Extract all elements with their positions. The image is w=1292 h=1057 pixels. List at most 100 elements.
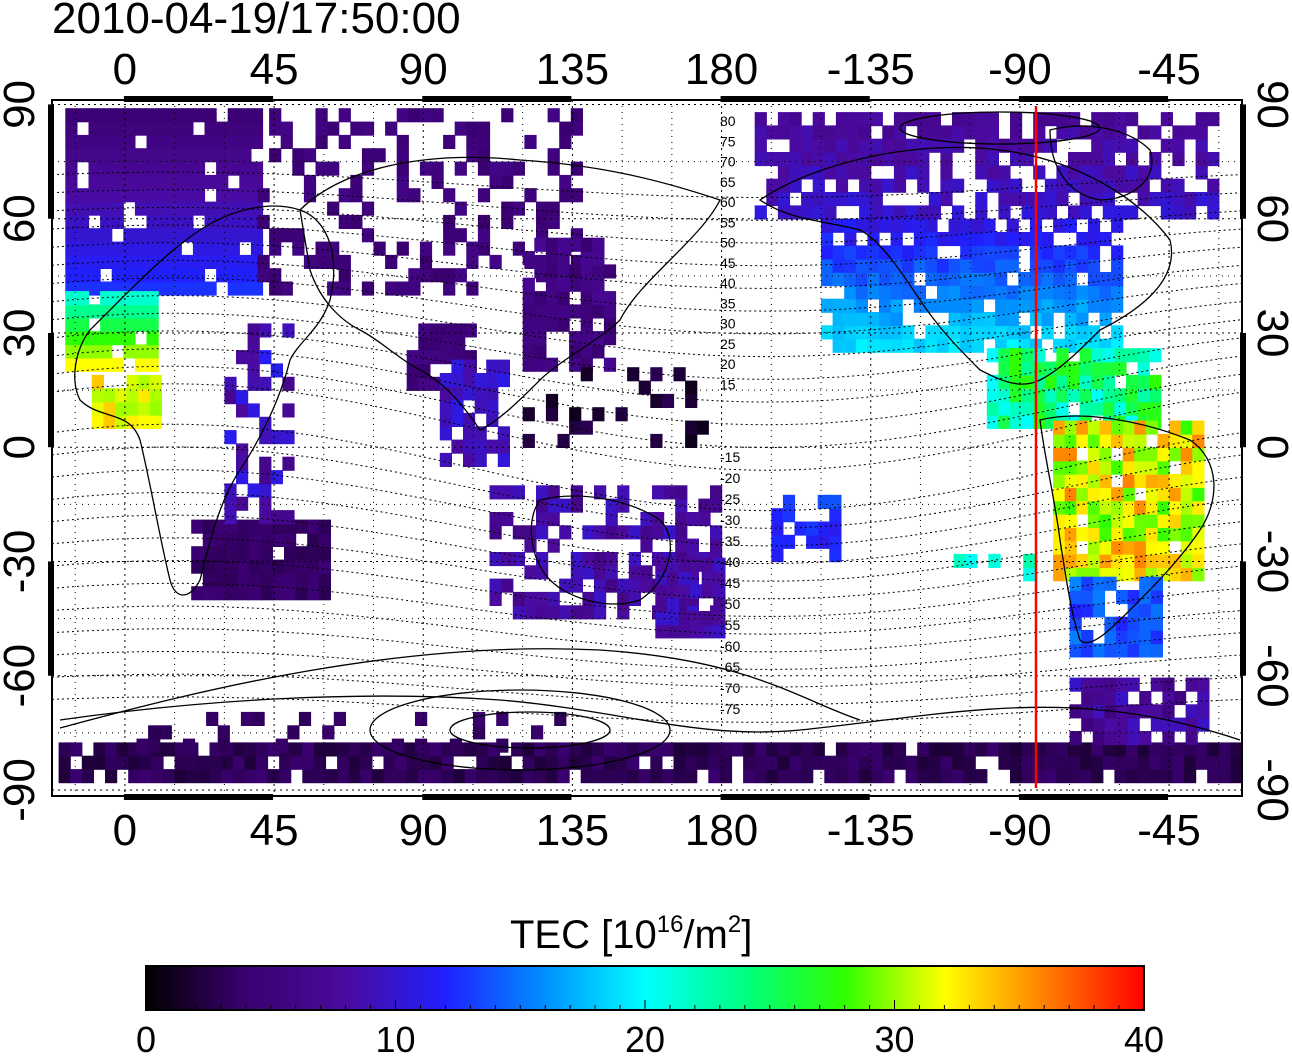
tec-cell (696, 742, 709, 757)
tec-cell (905, 769, 918, 784)
tec-cell (821, 258, 834, 273)
tec-cell (1091, 755, 1104, 770)
tec-cell (855, 312, 868, 327)
tec-cell (325, 742, 338, 757)
tec-cell (1064, 473, 1077, 488)
tec-cell (821, 232, 834, 247)
tec-cell (1041, 285, 1054, 300)
tec-cell (192, 228, 206, 243)
tec-cell (640, 538, 653, 553)
tec-cell (337, 742, 350, 757)
tec-cell (158, 214, 171, 229)
tec-cell (100, 254, 113, 269)
tec-cell (65, 268, 78, 283)
tec-cell (1126, 742, 1139, 757)
tec-cell (1076, 232, 1089, 247)
tec-cell (181, 228, 194, 243)
tec-cell (169, 174, 182, 189)
tec-cell (580, 317, 593, 332)
tec-cell (1068, 112, 1081, 127)
magnetic-latitude-label: -50 (720, 596, 740, 612)
tec-cell (111, 241, 124, 256)
tec-cell (146, 108, 159, 123)
tec-cell (870, 755, 883, 770)
tec-cell (603, 769, 617, 784)
tec-cell (1076, 285, 1089, 300)
tec-cell (1160, 178, 1173, 193)
tec-cell (592, 742, 605, 757)
tec-cell (522, 357, 535, 372)
tec-cell (1010, 192, 1023, 207)
tec-cell (292, 161, 305, 176)
magnetic-latitude-contours (52, 171, 1242, 723)
tec-cell (111, 161, 124, 176)
tec-cell (181, 174, 194, 189)
tec-cell (963, 755, 976, 770)
tec-cell (673, 769, 686, 784)
tec-cell (1114, 205, 1127, 220)
tec-cell (439, 426, 452, 441)
tec-cell (204, 134, 217, 149)
longitude-tick-label: 0 (113, 45, 137, 94)
tec-cell (859, 178, 872, 193)
tec-cell (867, 312, 880, 327)
tec-cell (239, 148, 252, 163)
tec-cell (971, 232, 984, 247)
tec-cell (236, 443, 249, 458)
tec-cell (673, 755, 686, 770)
tec-cell (192, 134, 206, 149)
tec-cell (1099, 553, 1112, 568)
tec-cell (998, 192, 1011, 207)
tec-cell (1218, 755, 1231, 770)
tec-cell (489, 552, 502, 567)
tec-cell (928, 755, 941, 770)
tec-cell (617, 578, 630, 593)
tec-cell (829, 494, 842, 509)
longitude-tick-label: -45 (1137, 806, 1201, 855)
tec-cell (76, 214, 90, 229)
tec-cell (879, 312, 892, 327)
tec-cell (719, 742, 733, 757)
frame-tick-bar (1018, 794, 1169, 800)
tec-cell (743, 742, 756, 757)
tec-cell (279, 755, 292, 770)
tec-cell (486, 386, 499, 401)
tec-cell (419, 268, 433, 283)
magnetic-latitude-label: 45 (720, 255, 736, 271)
tec-cell (65, 317, 78, 332)
tec-cell (146, 317, 159, 332)
tec-cell (216, 214, 229, 229)
tec-cell (250, 161, 264, 176)
tec-cell (948, 218, 961, 233)
tec-cell (280, 228, 293, 243)
tec-cell (115, 401, 128, 416)
colorbar-title: TEC [1016/m2] (510, 911, 752, 957)
tec-cell (451, 373, 464, 388)
tec-cell (464, 769, 477, 784)
tec-cell (1041, 272, 1054, 287)
tec-cell (1139, 576, 1152, 591)
tec-cell (1021, 414, 1034, 429)
tec-cell (580, 291, 593, 306)
tec-cell (1069, 630, 1082, 645)
tec-cell (1172, 742, 1185, 757)
tec-cell (995, 325, 1008, 340)
tec-cell (1076, 460, 1089, 475)
tec-cell (134, 228, 148, 243)
tec-cell (812, 755, 825, 770)
tec-cell (986, 178, 999, 193)
tec-cell (226, 572, 239, 587)
tec-cell (486, 439, 499, 454)
tec-cell (192, 188, 206, 203)
tec-cell (123, 344, 136, 359)
tec-cell (821, 325, 834, 340)
tec-cell (536, 201, 549, 216)
tec-cell (1157, 433, 1170, 448)
tec-cell (257, 254, 270, 269)
tec-cell (487, 755, 501, 770)
tec-cell (489, 591, 502, 606)
latitude-tick-label: -60 (1248, 644, 1292, 708)
tec-cell (534, 344, 547, 359)
tec-cell (134, 201, 148, 216)
tec-cell (270, 430, 283, 445)
